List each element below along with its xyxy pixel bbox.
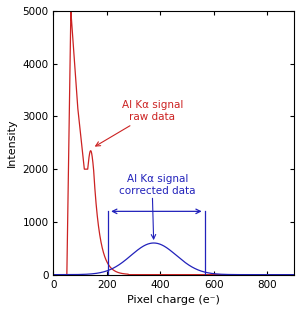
Text: Al Kα signal
corrected data: Al Kα signal corrected data xyxy=(119,174,196,196)
Y-axis label: Intensity: Intensity xyxy=(7,119,17,167)
Text: Al Kα signal
raw data: Al Kα signal raw data xyxy=(122,100,183,122)
X-axis label: Pixel charge (e⁻): Pixel charge (e⁻) xyxy=(127,295,220,305)
